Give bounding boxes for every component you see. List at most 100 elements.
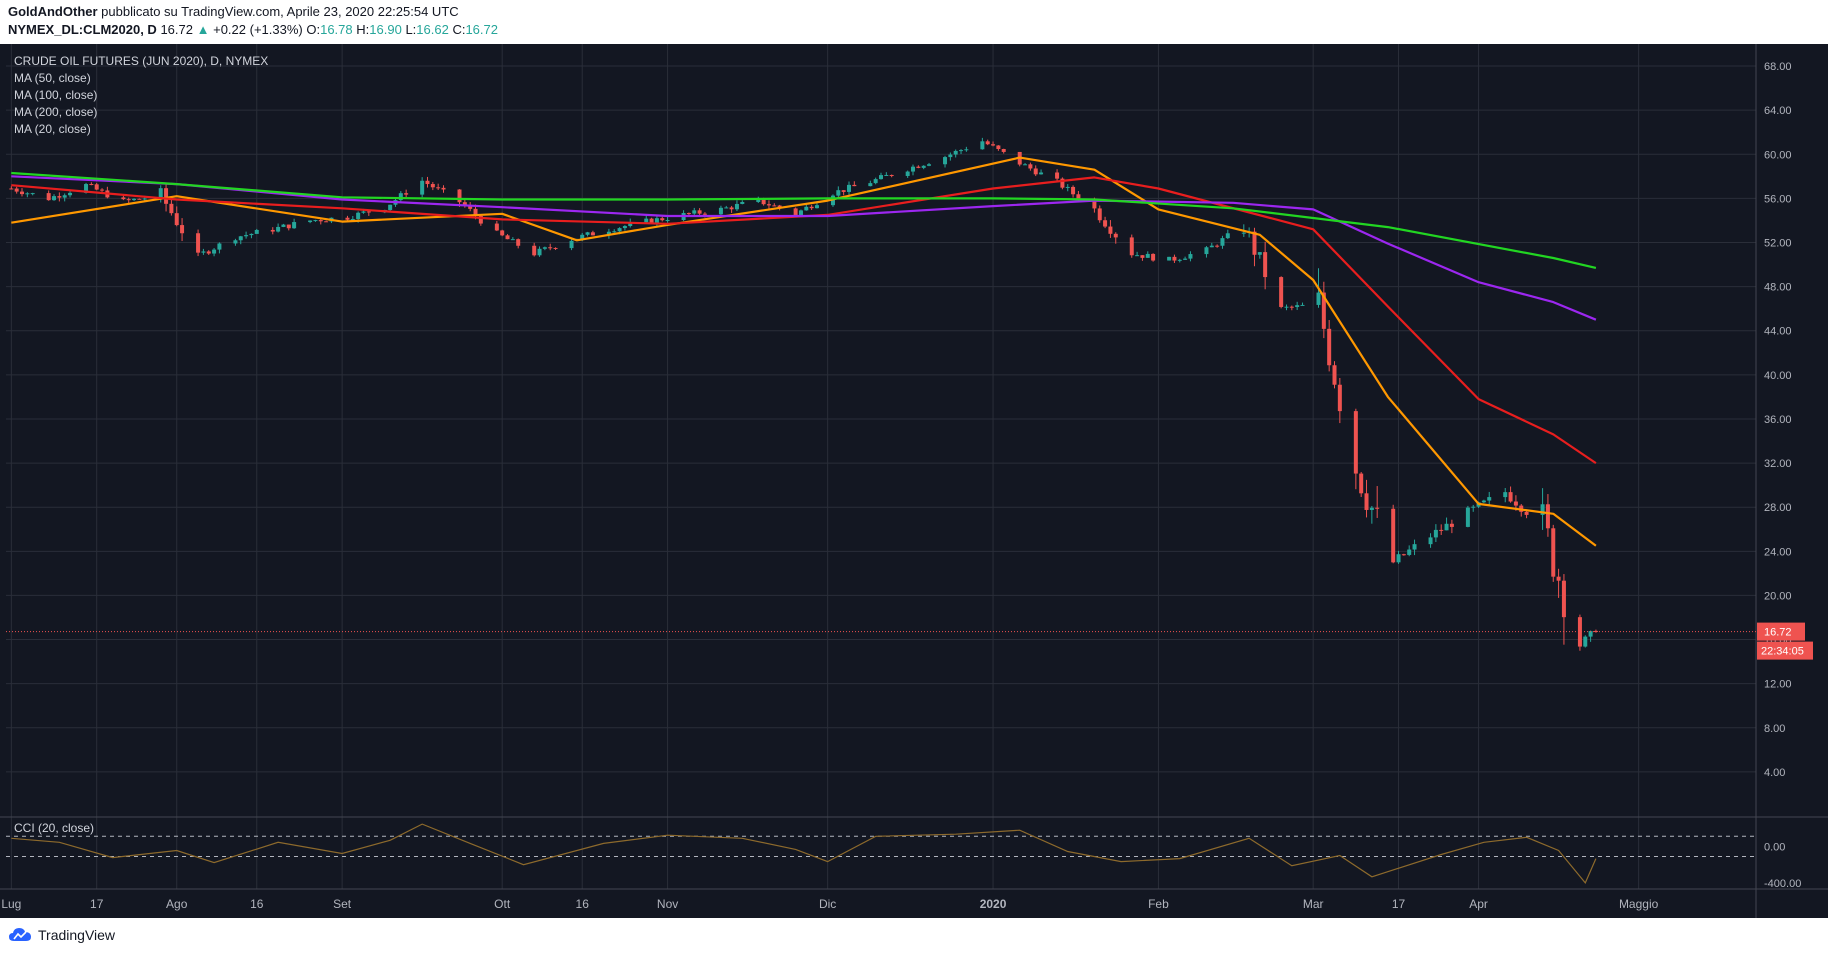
candle-body [1188, 254, 1193, 259]
candle-body [1433, 529, 1438, 538]
y-tick-label: 44.00 [1764, 326, 1792, 338]
candle-body [841, 190, 846, 192]
x-tick-label: Apr [1469, 897, 1488, 911]
candle-body [911, 166, 916, 172]
candle-body [1481, 500, 1486, 503]
low-label: L: [405, 22, 417, 37]
author-name[interactable]: GoldAndOther [8, 4, 98, 19]
y-tick-label: 40.00 [1764, 370, 1792, 382]
y-tick-label: 64.00 [1764, 105, 1792, 117]
tradingview-logo[interactable]: TradingView [8, 927, 115, 943]
candle-body [62, 195, 67, 198]
candle-body [953, 150, 958, 155]
y-tick-label: 20.00 [1764, 590, 1792, 602]
candle-body [425, 180, 430, 185]
candle-body [1151, 253, 1156, 261]
candle-body [1577, 617, 1582, 647]
candle-body [1055, 172, 1060, 179]
high-label: H: [356, 22, 370, 37]
candle-body [868, 183, 873, 187]
candle-body [793, 208, 798, 216]
x-tick-label: Ago [166, 897, 188, 911]
candle-body [1545, 504, 1550, 529]
candle-body [1396, 554, 1401, 563]
candle-body [1332, 365, 1337, 385]
candle-body [1129, 237, 1134, 256]
candle-body [238, 236, 243, 241]
candle-body [1033, 168, 1038, 175]
candle-body [959, 150, 964, 152]
candle-body [30, 193, 35, 195]
cci-tick-label: 0.00 [1764, 841, 1785, 853]
candle-body [20, 191, 25, 195]
y-tick-label: 36.00 [1764, 414, 1792, 426]
candle-body [649, 218, 654, 224]
candle-body [1039, 172, 1044, 175]
tradingview-brand: TradingView [38, 927, 116, 943]
candle-body [468, 205, 473, 209]
candle-body [457, 189, 462, 203]
candle-body [734, 203, 739, 210]
candle-body [174, 213, 179, 226]
candle-body [1092, 199, 1097, 209]
candle-body [814, 205, 819, 209]
chart-header: GoldAndOther pubblicato su TradingView.c… [0, 0, 1828, 44]
candle-body [1284, 306, 1289, 308]
x-tick-label: Maggio [1619, 897, 1659, 911]
cci-title: CCI (20, close) [14, 821, 94, 835]
candle-body [1215, 245, 1220, 247]
candle-body [1241, 232, 1246, 234]
candle-body [697, 210, 702, 214]
candle-body [1391, 508, 1396, 563]
candle-body [766, 204, 771, 206]
candle-body [1588, 631, 1593, 637]
candle-body [254, 229, 259, 234]
candle-body [804, 206, 809, 211]
candle-body [996, 145, 1001, 149]
candle-body [740, 201, 745, 204]
legend-item[interactable]: MA (50, close) [14, 71, 91, 85]
x-tick-label: Lug [1, 897, 21, 911]
y-tick-label: 52.00 [1764, 238, 1792, 250]
candle-body [628, 222, 633, 227]
candle-body [1028, 164, 1033, 169]
candle-body [1252, 231, 1257, 255]
candle-body [1065, 186, 1070, 188]
candle-body [169, 203, 174, 214]
legend-item[interactable]: MA (100, close) [14, 88, 97, 102]
candle-body [500, 230, 505, 236]
candle-body [1113, 233, 1118, 238]
candle-body [1289, 306, 1294, 308]
candle-body [905, 171, 910, 176]
candle-body [25, 193, 30, 195]
candle-body [137, 198, 142, 200]
candle-body [654, 218, 659, 224]
candle-body [313, 220, 318, 222]
candle-body [217, 243, 222, 250]
candle-body [1140, 255, 1145, 258]
price-chart[interactable]: 4.008.0012.0016.0020.0024.0028.0032.0036… [0, 44, 1828, 918]
candle-body [665, 220, 670, 222]
candle-body [1593, 630, 1598, 632]
candle-body [212, 249, 217, 254]
cloud-icon [9, 928, 31, 941]
legend-item[interactable]: MA (200, close) [14, 105, 97, 119]
y-tick-label: 68.00 [1764, 61, 1792, 73]
candle-body [1375, 507, 1380, 509]
candle-body [1321, 292, 1326, 329]
symbol-label: NYMEX_DL:CLM2020, D [8, 22, 157, 37]
candle-body [836, 190, 841, 196]
publish-info: GoldAndOther pubblicato su TradingView.c… [8, 4, 459, 19]
candle-body [388, 204, 393, 210]
candle-body [756, 198, 761, 202]
published-text: pubblicato su TradingView.com, Aprile 23… [101, 4, 459, 19]
candle-body [964, 149, 969, 151]
ma50-line [11, 176, 1597, 465]
candle-body [927, 164, 932, 166]
candle-body [1412, 544, 1417, 550]
chart-footer: TradingView [0, 918, 1828, 955]
legend-item[interactable]: MA (20, close) [14, 122, 91, 136]
candle-body [1508, 492, 1513, 502]
candle-body [89, 184, 94, 186]
candle-body [324, 221, 329, 223]
